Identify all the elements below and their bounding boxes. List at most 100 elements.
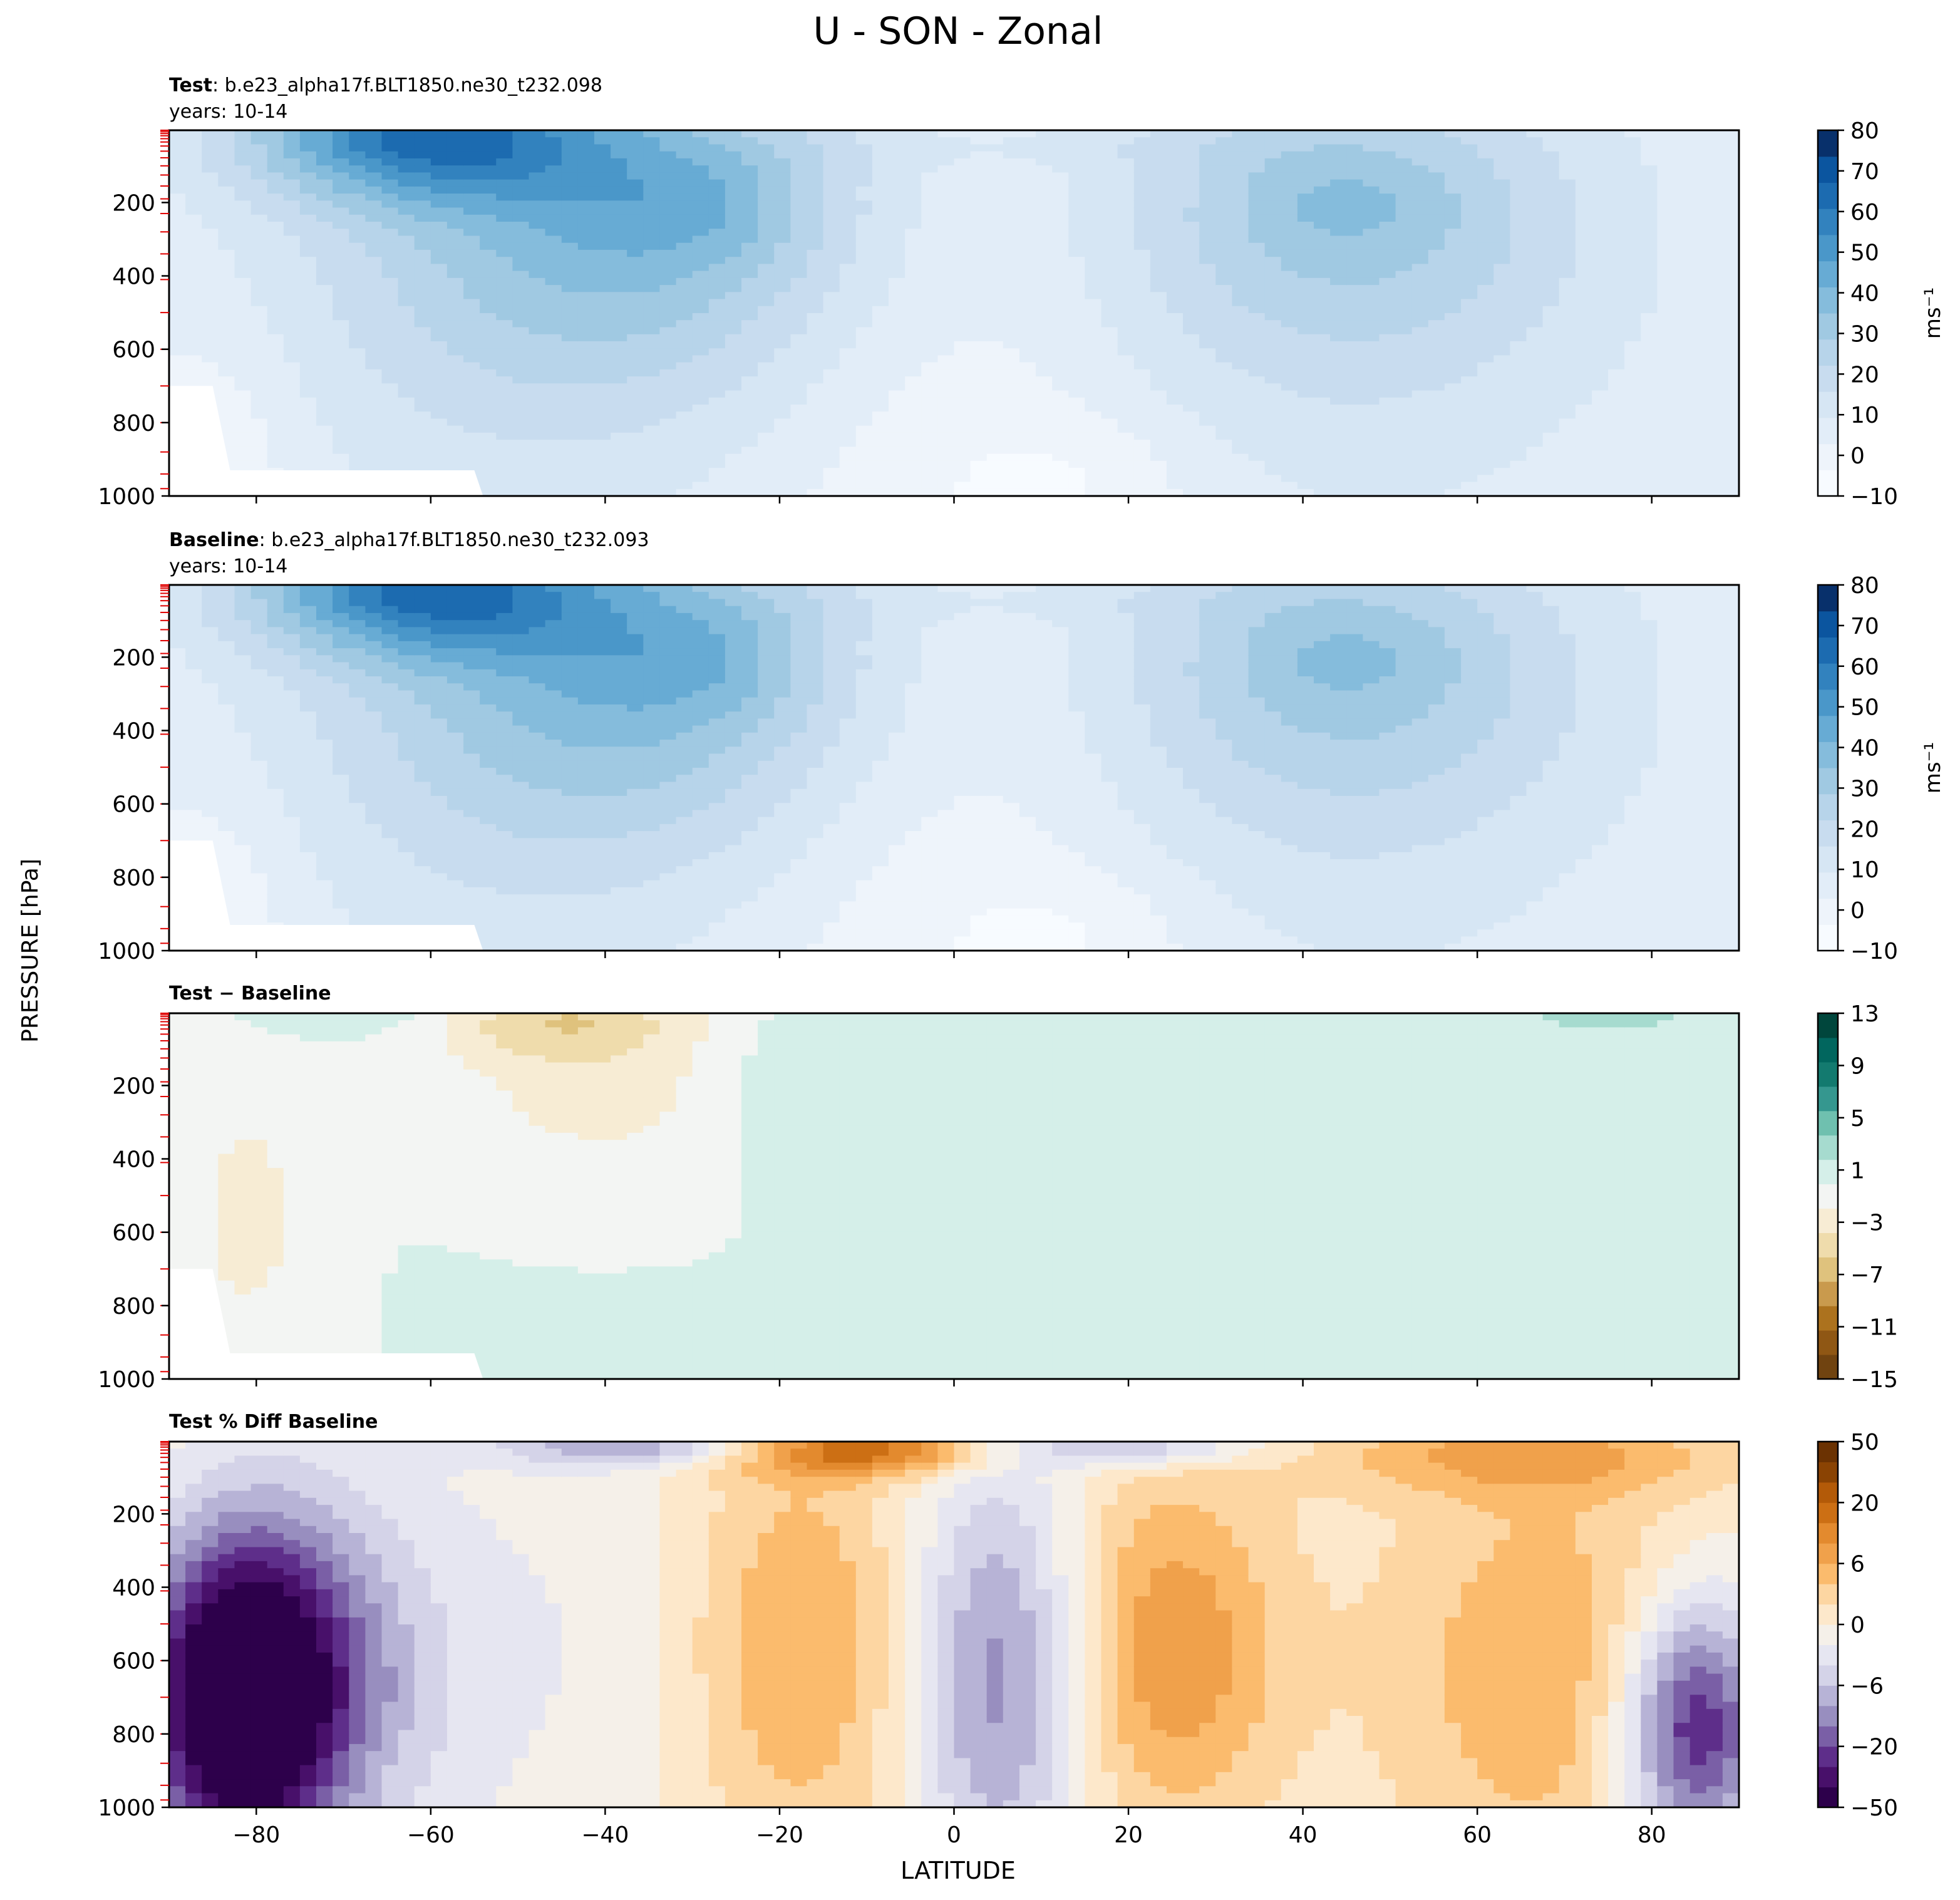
field-cell	[1052, 165, 1070, 173]
field-cell	[790, 397, 808, 405]
field-cell	[725, 362, 742, 370]
field-cell	[594, 440, 611, 448]
field-cell	[676, 249, 693, 257]
field-cell	[692, 334, 709, 342]
field-cell	[1052, 299, 1070, 307]
field-cell	[1215, 348, 1233, 356]
field-cell	[1281, 242, 1298, 250]
field-cell	[1085, 292, 1102, 300]
field-cell	[333, 194, 349, 202]
field-cell	[1363, 214, 1380, 222]
field-cell	[381, 460, 399, 468]
field-cell	[708, 264, 726, 272]
field-cell	[381, 306, 399, 314]
field-cell	[1085, 242, 1102, 250]
field-cell	[1363, 447, 1380, 455]
field-cell	[218, 306, 235, 314]
field-cell	[1248, 447, 1266, 455]
field-cell	[986, 242, 1004, 250]
field-cell	[1036, 425, 1053, 433]
field-cell	[398, 200, 415, 209]
field-cell	[1575, 369, 1592, 377]
field-cell	[1411, 482, 1429, 490]
field-cell	[1019, 271, 1036, 279]
field-cell	[1477, 235, 1495, 244]
field-cell	[692, 362, 709, 370]
field-cell	[185, 130, 202, 138]
field-cell	[185, 200, 202, 209]
field-cell	[316, 341, 333, 349]
field-cell	[349, 158, 366, 166]
field-cell	[1346, 257, 1364, 265]
field-cell	[316, 447, 333, 455]
field-cell	[333, 453, 349, 462]
field-cell	[594, 194, 611, 202]
field-cell	[1493, 137, 1511, 145]
field-cell	[234, 313, 252, 321]
field-cell	[889, 222, 905, 229]
field-cell	[1199, 397, 1217, 405]
field-cell	[1411, 222, 1429, 229]
field-cell	[1215, 460, 1233, 468]
field-cell	[1101, 369, 1118, 377]
field-cell	[202, 172, 219, 180]
field-cell	[1395, 165, 1413, 173]
field-cell	[463, 137, 480, 145]
field-cell	[1101, 299, 1118, 307]
field-cell	[1281, 313, 1298, 321]
field-cell	[381, 418, 399, 426]
field-cell	[643, 468, 661, 476]
field-cell	[1363, 242, 1380, 250]
field-cell	[496, 440, 513, 448]
field-cell	[725, 418, 742, 426]
field-cell	[234, 447, 252, 455]
field-cell	[577, 453, 595, 462]
field-cell	[1657, 249, 1674, 257]
field-cell	[1526, 482, 1544, 490]
field-cell	[234, 264, 252, 272]
field-cell	[1477, 158, 1495, 166]
field-cell	[1281, 334, 1298, 342]
field-cell	[1428, 411, 1445, 420]
field-cell	[758, 264, 775, 272]
field-cell	[1150, 165, 1167, 173]
field-cell	[790, 488, 808, 496]
field-cell	[823, 235, 840, 244]
field-cell	[807, 369, 824, 377]
field-cell	[1117, 475, 1135, 483]
field-cell	[790, 222, 808, 229]
field-cell	[1085, 194, 1102, 202]
field-cell	[349, 214, 366, 222]
field-cell	[1199, 348, 1217, 356]
field-cell	[1199, 249, 1217, 257]
field-cell	[692, 242, 709, 250]
field-cell	[480, 306, 497, 314]
field-cell	[283, 299, 301, 307]
field-cell	[1019, 341, 1036, 349]
field-cell	[1461, 158, 1478, 166]
field-cell	[561, 229, 579, 237]
field-cell	[954, 369, 971, 377]
field-cell	[1068, 488, 1086, 496]
field-cell	[1706, 229, 1723, 237]
field-cell	[905, 207, 922, 215]
field-cell	[708, 327, 726, 335]
field-cell	[1052, 179, 1070, 187]
field-cell	[1510, 194, 1527, 202]
field-cell	[1101, 249, 1118, 257]
field-cell	[545, 447, 562, 455]
field-cell	[855, 341, 873, 349]
field-cell	[889, 376, 905, 385]
field-cell	[1314, 468, 1331, 476]
field-cell	[905, 285, 922, 293]
field-cell	[169, 355, 186, 363]
field-cell	[1689, 453, 1707, 462]
field-cell	[1297, 285, 1314, 293]
field-cell	[1657, 425, 1674, 433]
field-cell	[807, 453, 824, 462]
field-cell	[430, 144, 448, 152]
field-cell	[774, 488, 792, 496]
field-cell	[1657, 482, 1674, 490]
field-cell	[774, 130, 792, 138]
field-cell	[1722, 130, 1739, 138]
